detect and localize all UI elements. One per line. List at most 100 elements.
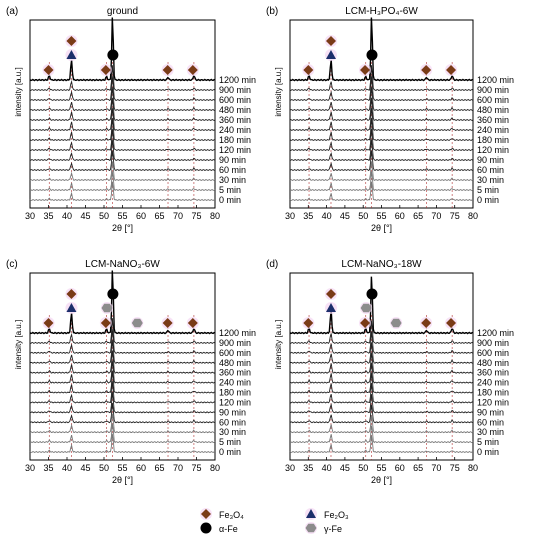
x-tick-label: 65: [154, 463, 164, 473]
x-tick-label: 80: [210, 211, 220, 221]
gamma-marker: [101, 303, 113, 313]
series-label: 60 min: [477, 417, 504, 427]
fe3o4-marker: [325, 289, 336, 299]
x-tick-label: 55: [376, 463, 386, 473]
x-tick-label: 35: [303, 211, 313, 221]
trace-line: [289, 276, 474, 335]
series-label: 900 min: [477, 338, 509, 348]
series-label: 30 min: [219, 175, 246, 185]
trace-line: [29, 391, 216, 414]
x-tick-label: 35: [303, 463, 313, 473]
trace-line: [289, 139, 474, 162]
panel-a: (a) ground 30 35 40 45 50 55 60 65 70 75 80 2θ [°] int…: [6, 6, 256, 233]
trace-line: [290, 425, 474, 444]
series-label: 5 min: [219, 185, 241, 195]
series-label: 240 min: [219, 378, 251, 388]
fe3o4-marker: [100, 318, 111, 328]
trace-line: [289, 107, 474, 132]
fe3o4-marker: [360, 65, 371, 75]
fe3o4-marker: [303, 65, 314, 75]
alpha-marker: [366, 49, 378, 61]
gamma-marker: [390, 318, 402, 328]
x-tick-label: 30: [285, 211, 295, 221]
x-tick-label: 30: [285, 463, 295, 473]
legend-fe3o4-icon: [201, 509, 211, 519]
trace-line: [29, 150, 215, 172]
fe3o4-marker: [325, 36, 336, 46]
trace-line: [289, 87, 474, 112]
fe2o3-marker: [66, 50, 77, 59]
x-tick-label: 75: [450, 463, 460, 473]
x-tick-label: 75: [191, 463, 201, 473]
panel-title: LCM-NaNO₃-6W: [85, 259, 160, 270]
legend-fe2o3-icon: [306, 509, 316, 518]
x-tick-label: 40: [322, 211, 332, 221]
series-label: 360 min: [477, 115, 509, 125]
x-tick-label: 60: [395, 463, 405, 473]
trace-line: [289, 404, 474, 424]
series-label: 120 min: [477, 397, 509, 407]
trace-line: [289, 342, 474, 364]
trace-line: [29, 139, 216, 162]
series-label: 480 min: [477, 358, 509, 368]
series-label: 360 min: [219, 115, 251, 125]
fe3o4-marker: [66, 36, 77, 46]
fe2o3-marker: [66, 303, 77, 312]
x-tick-label: 80: [210, 463, 220, 473]
trace-line: [29, 107, 216, 132]
series-label: 360 min: [219, 368, 251, 378]
panel-label: (b): [266, 6, 278, 17]
x-axis-label: 2θ [°]: [371, 475, 392, 485]
x-tick-label: 50: [99, 463, 109, 473]
x-tick-label: 40: [62, 211, 72, 221]
series-label: 1200 min: [219, 75, 256, 85]
fe2o3-marker: [325, 303, 336, 312]
trace-line: [29, 318, 216, 345]
x-axis-label: 2θ [°]: [371, 223, 392, 233]
alpha-marker: [107, 49, 119, 61]
series-label: 0 min: [477, 447, 499, 457]
trace-line: [289, 128, 474, 152]
panel-title: LCM-NaNO₃-18W: [341, 259, 422, 270]
x-tick-label: 60: [136, 463, 146, 473]
series-label: 120 min: [219, 145, 251, 155]
trace-line: [29, 161, 216, 182]
trace-line: [29, 329, 216, 354]
trace-line: [29, 380, 216, 404]
series-label: 5 min: [219, 437, 241, 447]
fe3o4-marker: [100, 65, 111, 75]
trace-line: [29, 339, 216, 364]
series-label: 1200 min: [477, 328, 514, 338]
series-label: 60 min: [477, 165, 504, 175]
series-label: 120 min: [477, 145, 509, 155]
x-tick-label: 75: [191, 211, 201, 221]
panel-label: (c): [6, 259, 18, 270]
gamma-marker: [360, 303, 372, 313]
series-label: 600 min: [219, 95, 251, 105]
trace-line: [30, 171, 216, 192]
series-label: 180 min: [219, 388, 251, 398]
trace-line: [289, 393, 474, 414]
series-label: 180 min: [477, 388, 509, 398]
x-tick-label: 45: [340, 211, 350, 221]
y-axis-label: intensity [a.u.]: [14, 320, 23, 369]
fe3o4-marker: [446, 65, 457, 75]
trace-line: [289, 118, 473, 142]
x-tick-label: 65: [154, 211, 164, 221]
trace-line: [289, 372, 473, 394]
series-label: 600 min: [477, 348, 509, 358]
y-axis-label: intensity [a.u.]: [274, 320, 283, 369]
series-label: 900 min: [219, 338, 251, 348]
series-label: 1200 min: [219, 328, 256, 338]
series-label: 90 min: [477, 155, 504, 165]
fe3o4-marker: [421, 318, 432, 328]
x-tick-label: 60: [136, 211, 146, 221]
trace-line: [289, 362, 474, 384]
series-label: 30 min: [477, 427, 504, 437]
x-tick-label: 55: [376, 211, 386, 221]
x-tick-label: 70: [431, 211, 441, 221]
trace-line: [289, 97, 474, 122]
trace-line: [29, 413, 216, 434]
series-label: 480 min: [219, 358, 251, 368]
fe3o4-marker: [66, 289, 77, 299]
